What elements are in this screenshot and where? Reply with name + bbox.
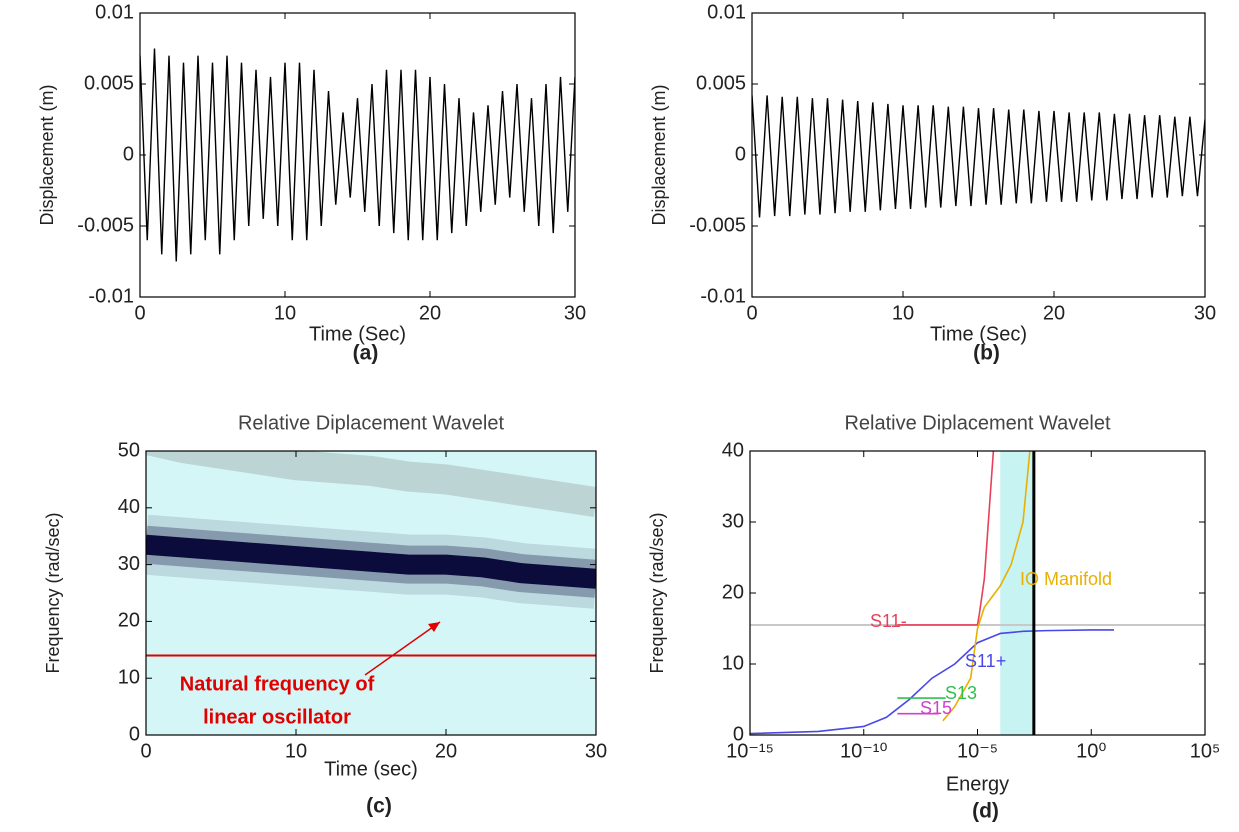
annotation-arrow (364, 621, 441, 676)
axes-frame (749, 450, 1206, 736)
plot-area (750, 451, 1205, 735)
y-tick-label: 20 (722, 581, 744, 603)
y-tick-label: 0 (733, 723, 744, 745)
x-tick-label: 10⁻¹⁰ (840, 740, 887, 762)
x-tick-label: 10⁻⁵ (957, 740, 998, 762)
x-tick-label: 10⁻¹⁵ (726, 740, 774, 762)
plot-area (146, 451, 596, 735)
x-axis-label: Time (Sec) (309, 323, 406, 345)
y-tick-label: 0.01 (707, 1, 746, 23)
y-tick-label: 40 (118, 496, 140, 518)
upper-band (146, 451, 596, 517)
axes-frame (751, 12, 1206, 298)
y-tick-label: 0.005 (84, 72, 134, 94)
panel-label: (c) (366, 795, 392, 818)
plot-area (752, 95, 1205, 218)
panel: -0.01 -0.005 0 0.005 0.01 0 10 20 30 Time (Sec) Di… (37, 1, 586, 364)
chart-title: Relative Diplacement Wavelet (844, 412, 1110, 434)
x-tick-label: 20 (1043, 302, 1065, 324)
y-tick-label: -0.01 (88, 285, 134, 307)
annotation-arrowhead (428, 622, 440, 632)
x-axis-label: Energy (946, 773, 1009, 795)
series-line (752, 95, 1205, 218)
y-tick-label: -0.01 (700, 285, 746, 307)
y-tick-label: 30 (118, 553, 140, 575)
axes-frame (139, 12, 576, 298)
plot-area (140, 48, 575, 262)
panel-label: (b) (973, 342, 1000, 365)
x-tick-label: 30 (1194, 302, 1216, 324)
x-tick-label: 10 (892, 302, 914, 324)
y-tick-label: 0 (735, 143, 746, 165)
series-line (750, 629, 1114, 735)
y-axis-label: Displacement (m) (37, 84, 57, 225)
x-tick-label: 30 (585, 740, 607, 762)
ridge (146, 534, 596, 589)
series-line (140, 48, 575, 262)
x-tick-label: 10⁰ (1076, 740, 1106, 762)
y-tick-label: 10 (722, 652, 744, 674)
annotation: Natural frequency of (180, 673, 375, 695)
y-tick-label: 0.005 (696, 72, 746, 94)
x-tick-label: 0 (746, 302, 757, 324)
y-tick-label: 10 (118, 666, 140, 688)
y-axis-label: Frequency (rad/sec) (43, 512, 63, 673)
x-tick-label: 10 (274, 302, 296, 324)
y-tick-label: 0 (129, 723, 140, 745)
y-axis-label: Frequency (rad/sec) (647, 512, 667, 673)
x-tick-label: 20 (419, 302, 441, 324)
x-axis-label: Time (sec) (324, 758, 418, 780)
x-axis-label: Time (Sec) (930, 323, 1027, 345)
shaded-band (1000, 451, 1034, 735)
axes-frame (145, 450, 597, 736)
series-label: S11+ (965, 651, 1006, 671)
panel-label: (a) (353, 342, 379, 365)
panel: -0.01 -0.005 0 0.005 0.01 0 10 20 30 Time (Sec) Di… (649, 1, 1216, 364)
x-tick-label: 20 (435, 740, 457, 762)
x-tick-label: 10⁵ (1190, 740, 1221, 762)
series-label: S15 (920, 698, 952, 718)
y-tick-label: -0.005 (689, 214, 746, 236)
y-axis-label: Displacement (m) (649, 84, 669, 225)
x-tick-label: 0 (140, 740, 151, 762)
x-tick-label: 30 (564, 302, 586, 324)
series-line (897, 451, 995, 626)
y-tick-label: -0.005 (77, 214, 134, 236)
y-tick-label: 50 (118, 439, 140, 461)
y-tick-label: 20 (118, 610, 140, 632)
x-tick-label: 10 (285, 740, 307, 762)
chart-title: Relative Diplacement Wavelet (238, 412, 504, 434)
y-tick-label: 30 (722, 510, 744, 532)
series-label: IO Manifold (1020, 569, 1112, 589)
series-line (942, 451, 1031, 722)
panel: Natural frequency of linear oscillator 0 10… (43, 412, 607, 817)
y-tick-label: 0 (123, 143, 134, 165)
y-tick-label: 0.01 (95, 1, 134, 23)
x-tick-label: 0 (134, 302, 145, 324)
series-label: S11- (870, 611, 907, 631)
y-tick-label: 40 (722, 439, 744, 461)
series-label: S13 (945, 683, 977, 703)
panel-label: (d) (972, 800, 999, 823)
annotation: linear oscillator (203, 706, 351, 728)
